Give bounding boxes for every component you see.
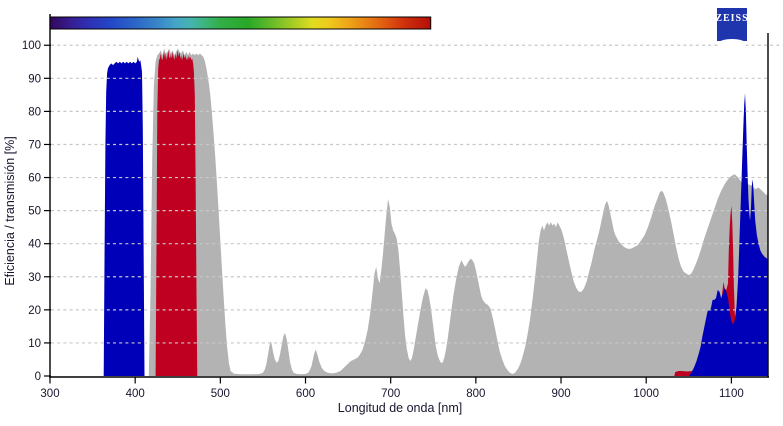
y-tick-label-70: 70 bbox=[28, 139, 41, 151]
tick-layer: 0 10 20 30 40 50 60 70 80 90 100 300 400 500 600 700 800… bbox=[22, 40, 744, 400]
y-tick-label-90: 90 bbox=[28, 73, 41, 85]
y-tick-label-30: 30 bbox=[28, 272, 41, 284]
x-tick-label-600: 600 bbox=[296, 388, 315, 400]
y-tick-label-100: 100 bbox=[22, 40, 41, 52]
y-axis-title: Eficiencia / transmisión [%] bbox=[3, 136, 17, 285]
y-tick-label-20: 20 bbox=[28, 305, 41, 317]
y-tick-label-0: 0 bbox=[35, 371, 41, 383]
y-tick-label-10: 10 bbox=[28, 338, 41, 350]
red-filter-band-area bbox=[155, 50, 198, 376]
x-axis-title: Longitud de onda [nm] bbox=[338, 401, 462, 415]
grid-layer bbox=[51, 44, 783, 344]
zeiss-logo: ZEISS bbox=[715, 8, 748, 49]
x-tick-label-1000: 1000 bbox=[633, 388, 659, 400]
x-tick-label-1100: 1100 bbox=[719, 388, 744, 400]
x-tick-label-400: 400 bbox=[126, 388, 145, 400]
gray-total-spectrum-area bbox=[148, 48, 769, 376]
x-tick-label-300: 300 bbox=[40, 388, 59, 400]
series-layer bbox=[103, 48, 769, 377]
zeiss-logo-lens-cut bbox=[717, 39, 747, 49]
blue-filter-band-area bbox=[103, 56, 145, 377]
zeiss-logo-square bbox=[717, 8, 747, 41]
zeiss-logo-text: ZEISS bbox=[715, 13, 748, 24]
blue-filter-band-area bbox=[688, 93, 768, 376]
x-tick-label-800: 800 bbox=[466, 388, 485, 400]
y-tick-label-80: 80 bbox=[28, 106, 41, 118]
axis-layer bbox=[49, 14, 769, 378]
x-tick-label-700: 700 bbox=[381, 388, 400, 400]
x-tick-label-900: 900 bbox=[551, 388, 570, 400]
y-tick-label-50: 50 bbox=[28, 206, 41, 218]
y-tick-label-60: 60 bbox=[28, 173, 41, 185]
spectrum-colorbar bbox=[49, 16, 432, 30]
x-tick-label-500: 500 bbox=[211, 388, 230, 400]
y-tick-label-40: 40 bbox=[28, 239, 41, 251]
